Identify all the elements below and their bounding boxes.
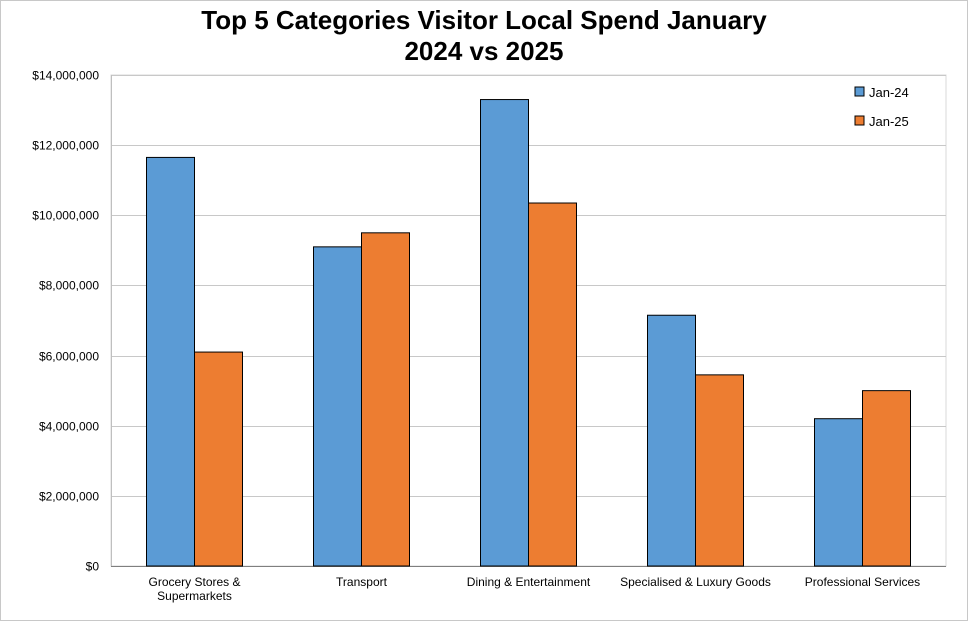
- bar-jan-25-1: [361, 232, 410, 567]
- x-category-label: Dining & Entertainment: [467, 575, 591, 589]
- bar-jan-25-2: [528, 202, 577, 567]
- y-tick-label: $0: [86, 560, 100, 574]
- bar-jan-24-2: [480, 99, 529, 567]
- y-tick-label: $6,000,000: [39, 350, 99, 364]
- x-category-label: Professional Services: [805, 575, 920, 589]
- y-tick-label: $8,000,000: [39, 279, 99, 293]
- y-tick-label: $4,000,000: [39, 420, 99, 434]
- legend-swatch-jan-24: [854, 86, 865, 97]
- x-category-label: Transport: [336, 575, 388, 589]
- chart-title: Top 5 Categories Visitor Local Spend Jan…: [1, 5, 967, 67]
- x-category-label: Supermarkets: [157, 589, 232, 603]
- legend-label: Jan-25: [869, 114, 909, 129]
- bar-jan-25-0: [194, 351, 243, 567]
- bar-jan-25-3: [695, 374, 744, 567]
- bar-jan-25-4: [862, 390, 911, 567]
- bar-jan-24-0: [146, 156, 195, 567]
- x-category-label: Grocery Stores &: [148, 575, 240, 589]
- legend-swatch-jan-25: [854, 115, 865, 126]
- chart-title-line-1: Top 5 Categories Visitor Local Spend Jan…: [201, 5, 767, 35]
- y-tick-label: $12,000,000: [32, 139, 99, 153]
- y-tick-label: $10,000,000: [32, 209, 99, 223]
- bar-jan-24-4: [814, 418, 863, 567]
- bar-jan-24-1: [313, 246, 362, 567]
- y-tick-label: $2,000,000: [39, 490, 99, 504]
- chart-title-line-2: 2024 vs 2025: [404, 36, 564, 66]
- bar-jan-24-3: [647, 314, 696, 567]
- x-category-label: Specialised & Luxury Goods: [620, 575, 771, 589]
- legend-label: Jan-24: [869, 85, 909, 100]
- y-tick-label: $14,000,000: [32, 69, 99, 83]
